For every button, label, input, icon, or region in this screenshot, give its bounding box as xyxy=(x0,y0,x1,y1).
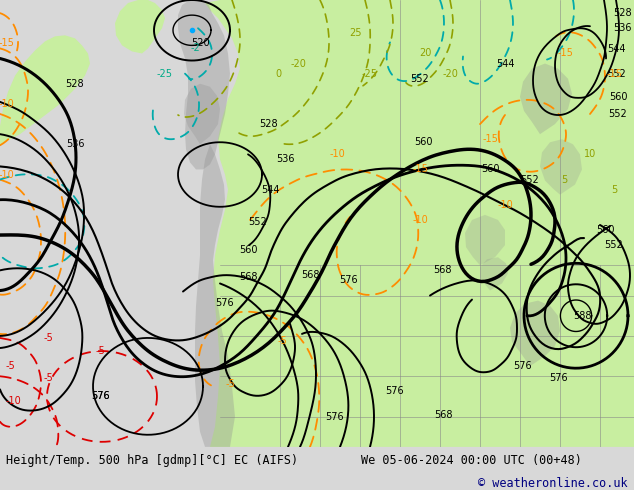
Text: -10: -10 xyxy=(0,170,14,179)
Text: -15: -15 xyxy=(412,165,428,174)
Text: 544: 544 xyxy=(607,45,625,54)
Text: 588: 588 xyxy=(573,311,592,321)
Polygon shape xyxy=(115,0,165,53)
Text: -15: -15 xyxy=(606,69,622,78)
Polygon shape xyxy=(184,84,220,144)
Text: 560: 560 xyxy=(414,137,432,147)
Polygon shape xyxy=(540,139,582,195)
Text: Height/Temp. 500 hPa [gdmp][°C] EC (AIFS): Height/Temp. 500 hPa [gdmp][°C] EC (AIFS… xyxy=(6,454,299,467)
Text: 552: 552 xyxy=(605,240,623,250)
Text: 576: 576 xyxy=(91,392,109,401)
Text: 552: 552 xyxy=(249,217,268,227)
Text: 576: 576 xyxy=(91,392,109,401)
Text: 560: 560 xyxy=(481,165,499,174)
Text: 5: 5 xyxy=(611,185,617,195)
Text: 576: 576 xyxy=(216,297,235,308)
Text: -10: -10 xyxy=(497,200,513,210)
Text: 552: 552 xyxy=(609,109,628,119)
Text: 544: 544 xyxy=(496,58,514,69)
Polygon shape xyxy=(465,215,505,265)
Text: 528: 528 xyxy=(259,119,277,129)
Text: -15: -15 xyxy=(482,134,498,144)
Text: 552: 552 xyxy=(521,174,540,185)
Text: 536: 536 xyxy=(276,154,294,164)
Text: -5: -5 xyxy=(277,336,287,346)
Text: -25: -25 xyxy=(157,69,173,78)
Polygon shape xyxy=(205,0,634,447)
Text: 576: 576 xyxy=(339,275,358,286)
Polygon shape xyxy=(178,0,230,170)
Text: -20: -20 xyxy=(290,58,306,69)
Text: 536: 536 xyxy=(612,23,631,33)
Text: 5: 5 xyxy=(561,174,567,185)
Text: 560: 560 xyxy=(609,92,627,102)
Text: 528: 528 xyxy=(66,79,84,89)
Text: -20: -20 xyxy=(442,69,458,78)
Text: 568: 568 xyxy=(434,410,452,419)
Text: 576: 576 xyxy=(548,373,567,383)
Text: 25: 25 xyxy=(349,28,361,38)
Text: 568: 568 xyxy=(433,266,451,275)
Text: -5: -5 xyxy=(43,373,53,383)
Text: 10: 10 xyxy=(584,149,596,159)
Text: 576: 576 xyxy=(326,412,344,421)
Text: 20: 20 xyxy=(419,49,431,58)
Text: 544: 544 xyxy=(261,185,279,195)
Text: 568: 568 xyxy=(301,270,320,280)
Text: 560: 560 xyxy=(239,245,257,255)
Text: -15: -15 xyxy=(557,49,573,58)
Text: 568: 568 xyxy=(239,272,257,282)
Polygon shape xyxy=(0,35,90,144)
Text: 0: 0 xyxy=(275,69,281,78)
Text: 560: 560 xyxy=(596,225,614,235)
Polygon shape xyxy=(510,300,560,366)
Text: -5: -5 xyxy=(95,346,105,356)
Text: -2: -2 xyxy=(190,44,200,53)
Text: -10: -10 xyxy=(329,149,345,159)
Text: 520: 520 xyxy=(191,38,209,49)
Text: 536: 536 xyxy=(66,139,84,149)
Polygon shape xyxy=(520,64,572,134)
Text: © weatheronline.co.uk: © weatheronline.co.uk xyxy=(478,477,628,490)
Text: 552: 552 xyxy=(607,69,626,78)
Text: -5: -5 xyxy=(225,379,235,390)
Text: -15: -15 xyxy=(0,38,14,49)
Text: 576: 576 xyxy=(385,387,404,396)
Polygon shape xyxy=(480,257,508,291)
Polygon shape xyxy=(195,144,235,447)
Text: -5: -5 xyxy=(6,361,16,371)
Text: We 05-06-2024 00:00 UTC (00+48): We 05-06-2024 00:00 UTC (00+48) xyxy=(361,454,582,467)
Text: -5: -5 xyxy=(43,333,53,343)
Text: -10: -10 xyxy=(0,99,14,109)
Text: 528: 528 xyxy=(612,8,631,18)
Text: -25: -25 xyxy=(362,69,378,78)
Text: 552: 552 xyxy=(411,74,429,84)
Text: 576: 576 xyxy=(514,361,533,371)
Text: -10: -10 xyxy=(6,396,22,407)
Text: -10: -10 xyxy=(412,215,428,225)
